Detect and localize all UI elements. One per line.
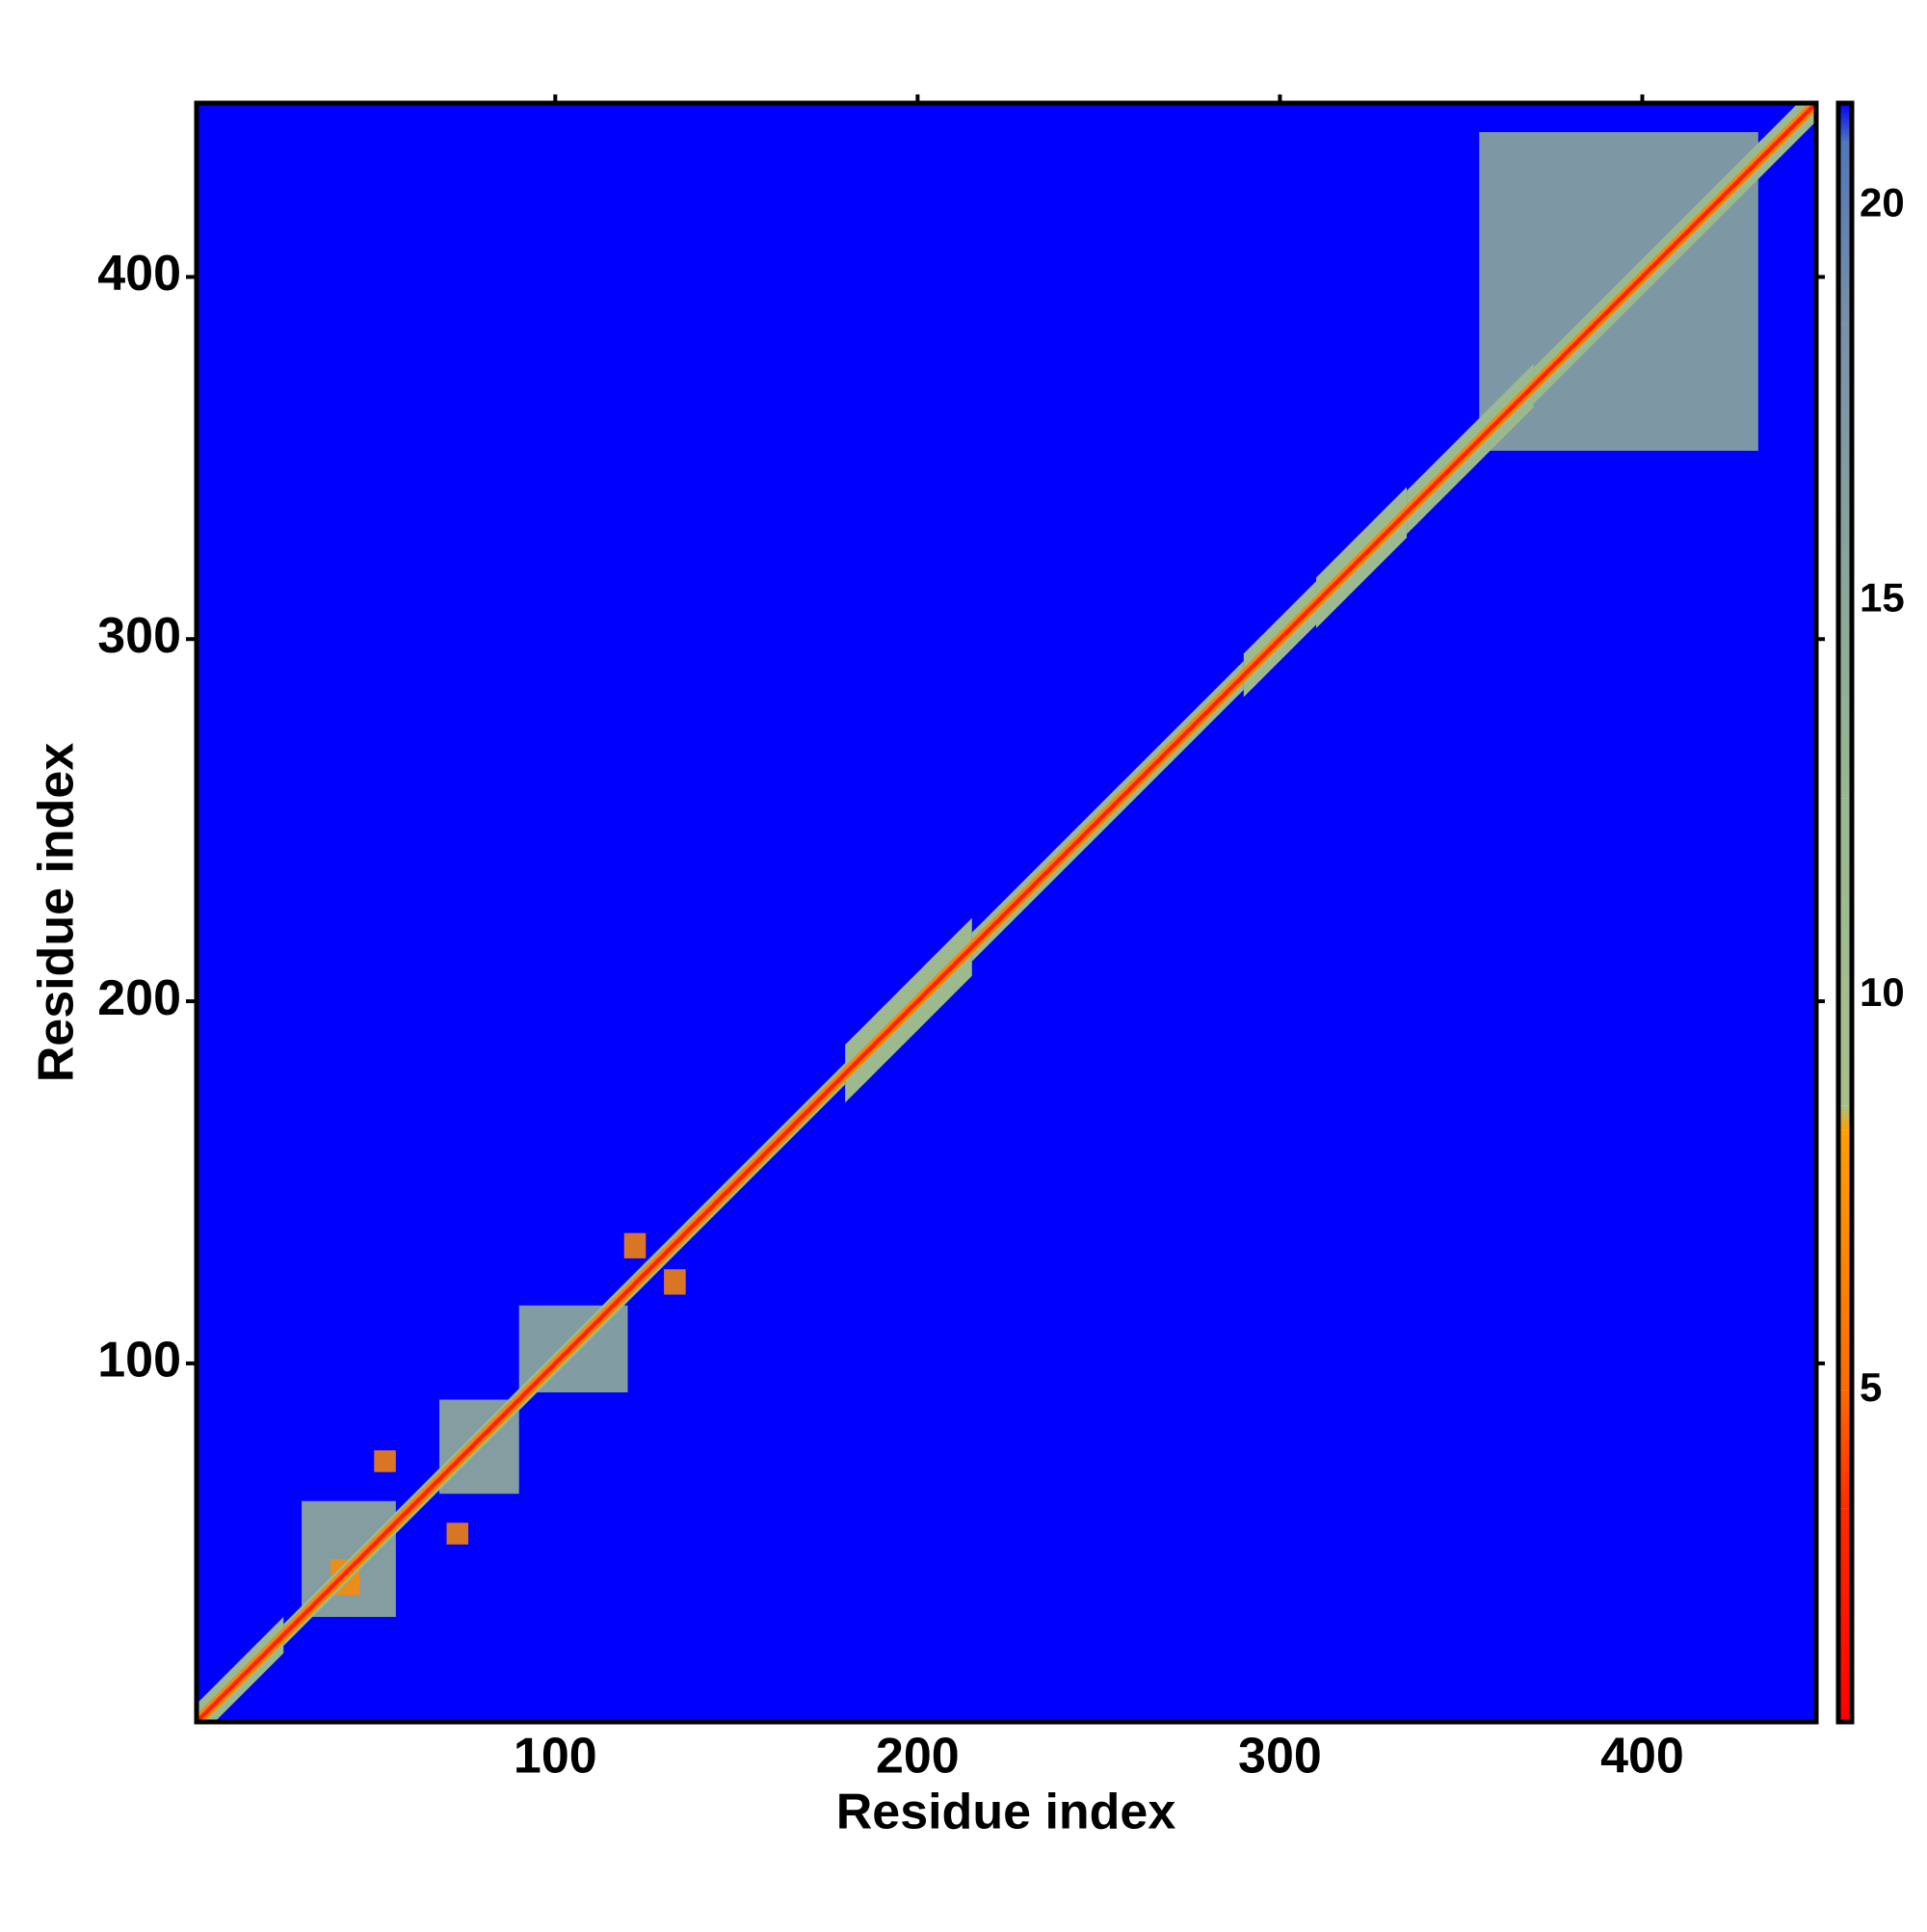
region-cell — [623, 1232, 647, 1258]
heatmap-region — [374, 1450, 396, 1472]
colorbar-tick-label: 15 — [1860, 574, 1905, 620]
diagonal-band — [197, 103, 1816, 1722]
region-cell — [374, 1450, 396, 1472]
colorbar-segment — [1838, 798, 1852, 1106]
colorbar-segment — [1838, 103, 1852, 143]
colorbar-segment — [1838, 1389, 1852, 1509]
heatmap-region — [623, 1232, 647, 1258]
region-cell — [664, 1269, 686, 1295]
colorbar-tick-label: 10 — [1860, 969, 1905, 1015]
y-tick-label: 100 — [97, 1333, 181, 1389]
colorbar-segment — [1838, 142, 1852, 325]
heatmap-region — [664, 1269, 686, 1295]
x-tick-label: 200 — [876, 1729, 960, 1785]
plot-frame — [194, 100, 1819, 1725]
x-tick-label: 100 — [514, 1729, 597, 1785]
colorbar-segment — [1838, 1129, 1852, 1390]
y-tick-label: 200 — [97, 970, 181, 1026]
region-cell — [446, 1522, 469, 1545]
colorbar-segment — [1838, 1508, 1852, 1722]
colorbar-segment — [1838, 324, 1852, 799]
y-axis-title: Residue index — [29, 743, 85, 1083]
x-axis-title: Residue index — [836, 1785, 1176, 1840]
y-tick-label: 300 — [97, 608, 181, 664]
y-tick-label: 400 — [97, 246, 181, 302]
x-tick-label: 300 — [1238, 1729, 1322, 1785]
heatmap-area — [197, 103, 1816, 1722]
x-tick-label: 400 — [1600, 1729, 1684, 1785]
colorbar-frame — [1835, 100, 1855, 1725]
colorbar-segment — [1838, 1105, 1852, 1130]
heatmap-region — [446, 1522, 469, 1545]
colorbar-tick-label: 5 — [1860, 1364, 1882, 1410]
colorbar-tick-label: 20 — [1860, 180, 1905, 225]
